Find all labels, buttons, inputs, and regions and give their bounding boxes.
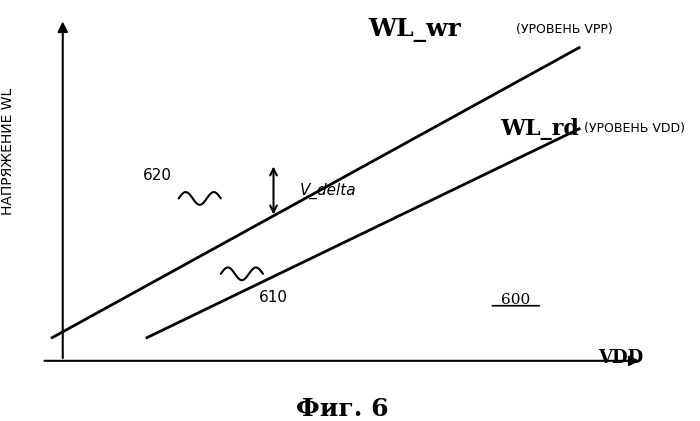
Text: 610: 610	[259, 290, 288, 304]
Text: V_delta: V_delta	[300, 182, 356, 199]
Text: 600: 600	[501, 293, 531, 307]
Text: (УРОВЕНЬ VPP): (УРОВЕНЬ VPP)	[516, 23, 612, 36]
Text: WL_wr: WL_wr	[368, 18, 461, 42]
Text: (УРОВЕНЬ VDD): (УРОВЕНЬ VDD)	[584, 123, 685, 135]
Text: VDD: VDD	[598, 349, 644, 367]
Text: Фиг. 6: Фиг. 6	[295, 397, 388, 421]
Text: НАПРЯЖЕНИЕ WL: НАПРЯЖЕНИЕ WL	[1, 88, 15, 215]
Text: 620: 620	[143, 168, 172, 183]
Text: WL_rd: WL_rd	[500, 118, 579, 140]
